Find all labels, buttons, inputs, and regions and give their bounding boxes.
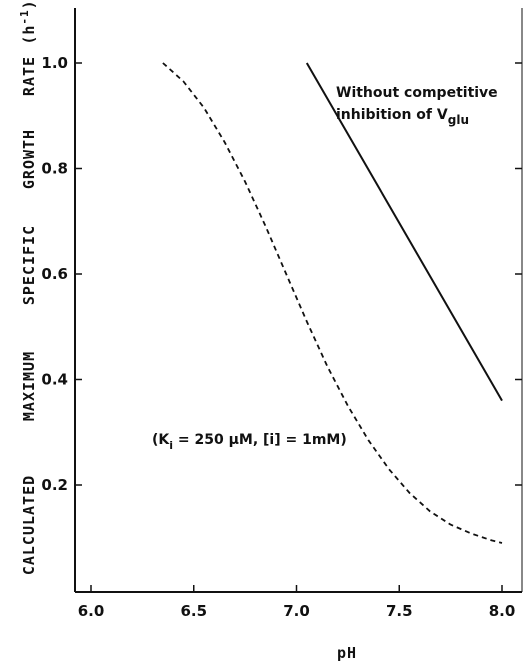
y-axis-word-calculated: CALCULATED (20, 475, 38, 575)
x-tick-label: 7.0 (283, 602, 310, 620)
y-axis-word-growth: GROWTH (20, 129, 38, 189)
x-tick-label: 8.0 (489, 602, 516, 620)
x-tick-label: 6.5 (180, 602, 207, 620)
solid-series-line (305, 62, 503, 402)
y-axis-unit: (h-1) (18, 0, 38, 45)
y-ticks: 0.2 0.4 0.6 0.8 1.0 (41, 54, 522, 494)
y-tick-label: 0.6 (41, 265, 68, 283)
y-tick-label: 0.4 (41, 371, 68, 389)
y-axis-word-specific: SPECIFIC (20, 225, 38, 305)
x-ticks: 6.0 6.5 7.0 7.5 8.0 (78, 585, 516, 620)
dashed-line-annotation: (Ki = 250 μM, [i] = 1mM) (152, 432, 347, 452)
y-tick-label: 1.0 (41, 54, 68, 72)
y-axis-label: CALCULATED MAXIMUM SPECIFIC GROWTH RATE … (18, 0, 38, 575)
y-tick-label: 0.8 (41, 160, 68, 178)
y-axis-word-maximum: MAXIMUM (20, 351, 38, 421)
dashed-series-line (162, 62, 503, 544)
solid-line-annotation-1: Without competitive (336, 85, 498, 101)
solid-line-annotation-2: inhibition of Vglu (336, 107, 469, 127)
y-tick-label: 0.2 (41, 476, 68, 494)
x-tick-label: 6.0 (78, 602, 105, 620)
x-axis-label: pH (337, 644, 357, 662)
series-layer (162, 62, 503, 544)
x-tick-label: 7.5 (386, 602, 413, 620)
y-axis-word-rate: RATE (20, 56, 38, 96)
